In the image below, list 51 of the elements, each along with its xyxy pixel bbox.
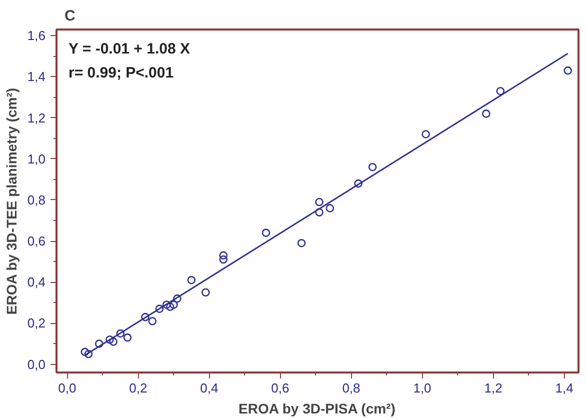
point	[354, 179, 362, 188]
point	[219, 251, 228, 260]
point	[315, 208, 324, 216]
point	[80, 348, 90, 356]
x-tick-label: 0,0	[58, 380, 76, 396]
point	[116, 329, 125, 338]
point	[219, 255, 228, 264]
point	[166, 302, 174, 311]
x-tick-label: 1,0	[413, 380, 432, 396]
y-tick-label: 0,8	[27, 192, 46, 208]
point	[109, 338, 118, 346]
point	[123, 333, 132, 342]
point	[170, 300, 178, 309]
point	[148, 317, 157, 326]
point	[141, 312, 150, 322]
y-tick-label: 0,4	[27, 274, 46, 290]
point	[315, 198, 324, 206]
point	[155, 304, 164, 313]
point	[564, 66, 572, 75]
point	[368, 162, 377, 172]
point	[106, 335, 114, 344]
y-tick-label: 1,6	[27, 28, 46, 44]
point	[297, 238, 306, 248]
x-tick-label: 0,8	[342, 380, 360, 396]
x-tick-label: 1,4	[555, 380, 574, 396]
point	[173, 294, 182, 303]
annotation: Y = -0.01 + 1.08 X	[68, 40, 190, 58]
x-tick-label: 1,2	[484, 380, 502, 396]
y-axis-title: EROA by 3D-TEE planimetry (cm²)	[3, 88, 20, 315]
x-axis-title: EROA by 3D-PISA (cm²)	[238, 400, 396, 416]
y-tick-label: 1,4	[27, 69, 46, 84]
y-tick-label: 0,2	[27, 316, 46, 331]
y-tick-label: 0,0	[27, 356, 46, 372]
x-tick-label: 0,2	[129, 380, 148, 396]
point	[496, 86, 505, 96]
annotation: r= 0.99; P<.001	[68, 64, 174, 82]
point	[326, 204, 334, 212]
y-tick-label: 1,0	[27, 151, 46, 166]
point	[482, 110, 490, 118]
point	[422, 130, 430, 138]
point	[201, 288, 210, 297]
x-tick-label: 0,6	[271, 380, 290, 396]
chart-title: C	[64, 8, 76, 24]
point	[262, 228, 270, 237]
point	[187, 276, 196, 284]
y-tick-label: 1,2	[27, 110, 46, 126]
x-tick-label: 0,4	[200, 380, 218, 396]
point	[162, 300, 171, 309]
y-tick-label: 0,6	[27, 234, 46, 249]
point	[94, 340, 104, 348]
point	[84, 350, 93, 358]
